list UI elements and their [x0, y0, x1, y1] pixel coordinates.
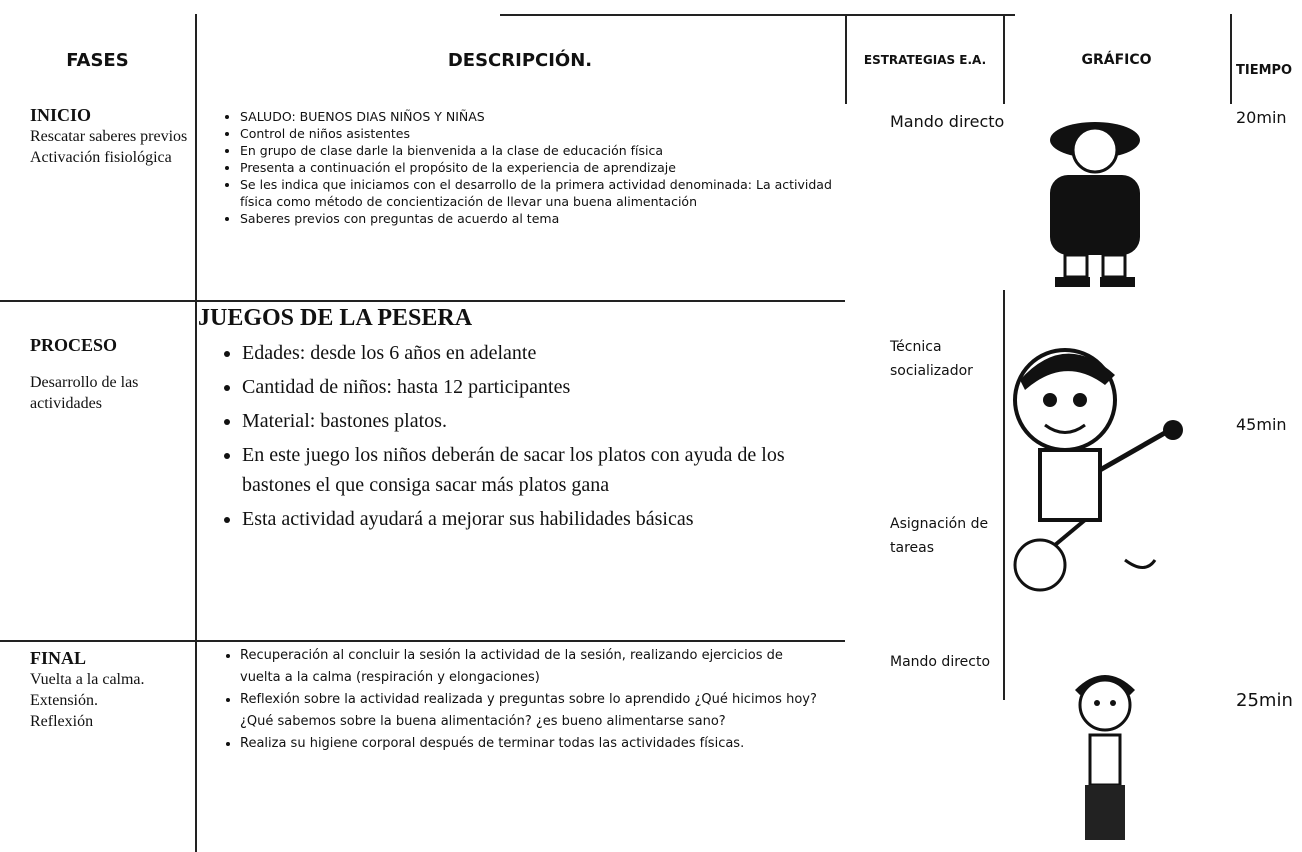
item: Reflexión sobre la actividad realizada y… [240, 689, 820, 733]
item: Recuperación al concluir la sesión la ac… [240, 645, 820, 689]
item: Realiza su higiene corporal después de t… [240, 733, 820, 755]
item: En grupo de clase darle la bienvenida a … [240, 142, 840, 159]
fase-title: INICIO [30, 105, 92, 125]
rule [1003, 14, 1005, 104]
item: Se les indica que iniciamos con el desar… [240, 176, 840, 210]
rule [195, 14, 197, 852]
header-cell: ESTRATEGIAS E.A. [863, 53, 987, 67]
time: 25min [1236, 690, 1293, 711]
item-list: Recuperación al concluir la sesión la ac… [210, 645, 820, 755]
time: 45min [1236, 415, 1287, 434]
strategy: Asignación de tareas [890, 516, 989, 556]
fase-title: FINAL [30, 648, 87, 668]
item: Control de niños asistentes [240, 125, 840, 142]
rule [845, 14, 847, 104]
strategy: Técnica socializador [890, 339, 973, 379]
cartoon [1050, 122, 1140, 287]
item: Cantidad de niños: hasta 12 participante… [242, 372, 843, 402]
description: Recuperación al concluir la sesión la ac… [210, 645, 820, 755]
item: Presenta a continuación el propósito de … [240, 159, 840, 176]
rule [500, 14, 845, 16]
fase: INICIO Rescatar saberes previos Activaci… [30, 105, 195, 168]
header-cell: GRÁFICO [1081, 52, 1152, 68]
header-cell: DESCRIPCIÓN. [447, 49, 593, 71]
strategy: Mando directo [890, 112, 1005, 131]
item-list: SALUDO: BUENOS DIAS NIÑOS Y NIÑAS Contro… [210, 108, 840, 227]
fase-line: Extensión. [30, 692, 98, 709]
fase-title: PROCESO [30, 335, 118, 355]
rule [0, 300, 845, 302]
description: SALUDO: BUENOS DIAS NIÑOS Y NIÑAS Contro… [210, 108, 840, 227]
fase-line: Rescatar saberes previos [30, 128, 188, 145]
header-cell: TIEMPO [1236, 62, 1293, 78]
cartoon [1013, 348, 1183, 592]
item: Edades: desde los 6 años en adelante [242, 338, 843, 368]
rule [845, 14, 1015, 16]
item: Material: bastones platos. [242, 406, 843, 436]
item: Saberes previos con preguntas de acuerdo… [240, 210, 840, 227]
fase-line: Vuelta a la calma. [30, 671, 145, 688]
item: SALUDO: BUENOS DIAS NIÑOS Y NIÑAS [240, 108, 840, 125]
item-list: Edades: desde los 6 años en adelante Can… [198, 338, 843, 534]
rule [1003, 290, 1005, 700]
header-cell: FASES [66, 49, 129, 71]
fase-line: Reflexión [30, 713, 94, 730]
time: 20min [1236, 108, 1287, 127]
rule [1230, 14, 1232, 104]
item: Esta actividad ayudará a mejorar sus hab… [242, 504, 843, 534]
item: En este juego los niños deberán de sacar… [242, 440, 843, 500]
cartoon [1075, 675, 1135, 840]
rule [0, 640, 845, 642]
fase: FINAL Vuelta a la calma. Extensión. Refl… [30, 648, 195, 732]
description: JUEGOS DE LA PESERA Edades: desde los 6 … [198, 305, 843, 538]
heading: JUEGOS DE LA PESERA [198, 305, 473, 331]
fase: PROCESO Desarrollo de las actividades [30, 335, 195, 414]
fase-line: Desarrollo de las actividades [30, 374, 139, 412]
strategy: Mando directo [890, 654, 991, 670]
fase-line: Activación fisiológica [30, 149, 172, 166]
